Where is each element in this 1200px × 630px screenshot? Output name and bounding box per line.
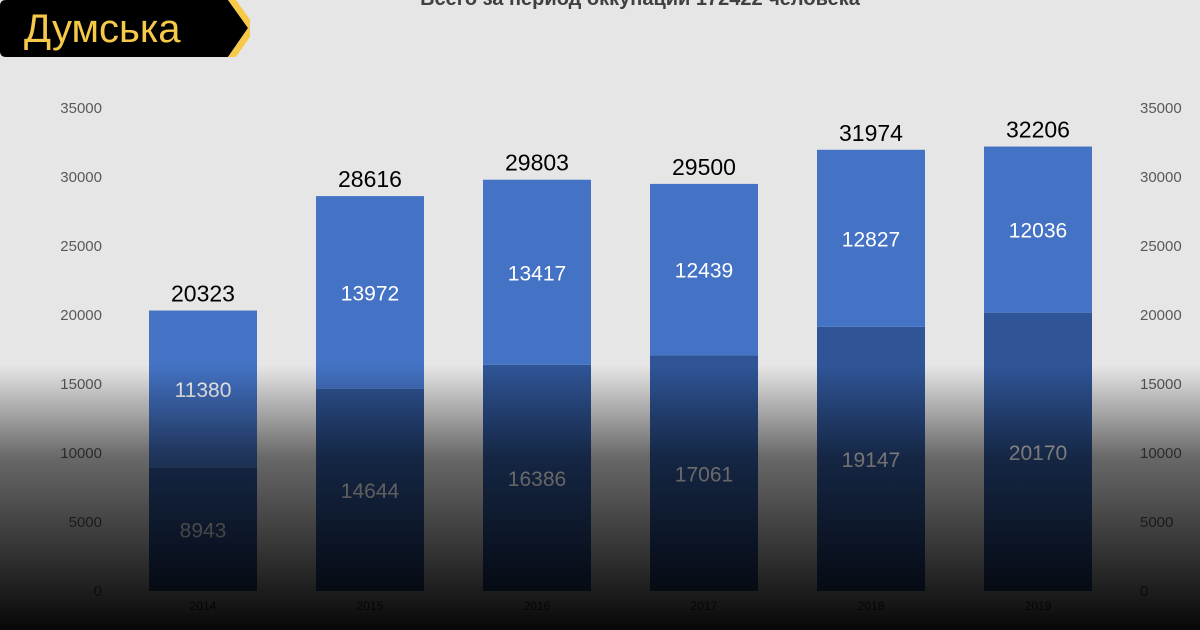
bar-data-label: 16386 (508, 468, 566, 491)
y-tick-label-left: 0 (94, 583, 102, 600)
y-tick-label-right: 35000 (1140, 100, 1182, 117)
bar-total-label: 31974 (839, 120, 903, 146)
bar-data-label: 12827 (842, 228, 900, 251)
bar-data-label: 12036 (1009, 220, 1067, 243)
x-tick-label: 2016 (524, 599, 551, 613)
chart-title: Всего за период оккупации 172422 человек… (0, 0, 1200, 11)
y-tick-label-right: 30000 (1140, 169, 1182, 186)
bar-segment (817, 149, 925, 327)
x-tick-label: 2019 (1025, 599, 1052, 613)
bar-data-label: 20170 (1009, 442, 1067, 465)
y-tick-label-left: 5000 (69, 514, 102, 531)
bar-segment (316, 196, 424, 389)
y-tick-label-left: 30000 (60, 169, 102, 186)
bar-segment (984, 146, 1092, 313)
y-tick-label-left: 15000 (60, 376, 102, 393)
y-tick-label-right: 25000 (1140, 238, 1182, 255)
x-tick-label: 2017 (691, 599, 718, 613)
x-tick-label: 2018 (858, 599, 885, 613)
bar-data-label: 14644 (341, 480, 400, 503)
y-tick-label-right: 15000 (1140, 376, 1182, 393)
y-tick-label-left: 10000 (60, 445, 102, 462)
dumska-logo: Думська (0, 0, 250, 57)
x-tick-label: 2014 (190, 599, 217, 613)
bar-total-label: 29803 (505, 150, 569, 176)
bar-total-label: 20323 (171, 281, 235, 307)
y-tick-label-right: 10000 (1140, 445, 1182, 462)
bar-data-label: 13417 (508, 262, 566, 285)
bar-segment (650, 183, 758, 356)
bar-segment (483, 179, 591, 365)
y-tick-label-right: 20000 (1140, 307, 1182, 324)
bar-total-label: 29500 (672, 154, 736, 180)
bar-total-label: 28616 (338, 166, 402, 192)
bar-data-label: 8943 (180, 519, 227, 542)
bar-data-label: 19147 (842, 449, 900, 472)
bar-data-label: 13972 (341, 283, 399, 306)
x-tick-label: 2015 (357, 599, 384, 613)
svg-text:Думська: Думська (24, 7, 181, 51)
y-tick-label-left: 20000 (60, 307, 102, 324)
y-tick-label-right: 5000 (1140, 514, 1173, 531)
y-tick-label-left: 35000 (60, 100, 102, 117)
bar-data-label: 12439 (675, 260, 733, 283)
bar-data-label: 11380 (175, 379, 232, 402)
bar-total-label: 32206 (1006, 117, 1070, 143)
bar-data-label: 17061 (675, 463, 733, 486)
y-tick-label-left: 25000 (60, 238, 102, 255)
y-tick-label-right: 0 (1140, 583, 1148, 600)
